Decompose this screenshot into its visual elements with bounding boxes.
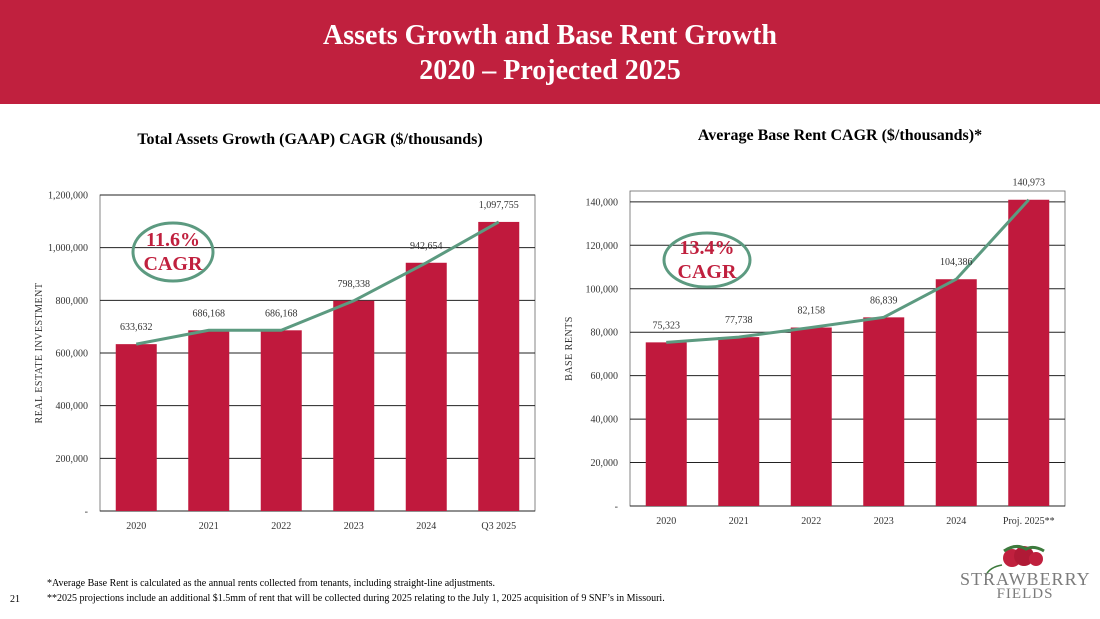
assets-bar <box>260 330 302 511</box>
rent-y-tick-label: 20,000 <box>591 458 619 469</box>
rent-x-tick-label: 2022 <box>801 516 821 527</box>
strawberry-icon <box>985 544 1045 576</box>
assets-x-tick-label: 2022 <box>271 521 291 532</box>
rent-data-label: 77,738 <box>725 315 753 326</box>
rent-x-tick-label: 2024 <box>946 516 966 527</box>
rent-bar <box>790 327 832 506</box>
page-title: Assets Growth and Base Rent Growth <box>323 20 777 51</box>
strawberry-fields-logo: STRAWBERRY FIELDS <box>960 544 1091 605</box>
assets-bar <box>115 344 157 511</box>
assets-x-tick-label: 2023 <box>344 521 364 532</box>
assets-chart-title: Total Assets Growth (GAAP) CAGR ($/thous… <box>137 131 483 148</box>
assets-bar <box>333 300 375 511</box>
rent-data-label: 75,323 <box>653 320 681 331</box>
rent-cagr-ellipse <box>662 231 752 289</box>
rent-trend-line <box>666 198 1030 344</box>
assets-data-label: 633,632 <box>120 322 153 333</box>
page-number: 21 <box>10 594 20 605</box>
rent-x-tick-label: 2023 <box>874 516 894 527</box>
rent-y-tick-label: 80,000 <box>591 328 619 339</box>
rent-x-tick-label: 2021 <box>729 516 749 527</box>
rent-bar <box>863 317 905 506</box>
rent-y-tick-label: - <box>615 502 618 513</box>
assets-data-label: 686,168 <box>265 308 298 319</box>
assets-bar <box>405 262 447 511</box>
rent-bar <box>645 342 687 506</box>
assets-y-tick-label: 600,000 <box>56 349 89 360</box>
assets-y-tick-label: 1,000,000 <box>48 243 88 254</box>
rent-y-tick-label: 120,000 <box>586 241 619 252</box>
rent-y-tick-label: 60,000 <box>591 371 619 382</box>
rent-cagr-label: CAGR <box>677 261 737 283</box>
assets-y-tick-label: 400,000 <box>56 401 89 412</box>
assets-bar <box>478 221 520 512</box>
rent-data-label: 86,839 <box>870 295 898 306</box>
assets-trend-line <box>135 220 500 346</box>
assets-y-axis-title: REAL ESTATE INVESTMENT <box>34 283 45 424</box>
assets-cagr-annotation: 11.6% CAGR <box>133 228 213 276</box>
rent-x-tick-label: 2020 <box>656 516 676 527</box>
assets-cagr-ellipse <box>131 221 215 283</box>
rent-y-tick-label: 100,000 <box>586 284 619 295</box>
assets-y-tick-label: 200,000 <box>56 454 89 465</box>
assets-x-tick-label: 2024 <box>416 521 436 532</box>
rent-data-label: 104,386 <box>940 257 973 268</box>
assets-y-tick-label: 1,200,000 <box>48 191 88 202</box>
rent-x-tick-label: Proj. 2025** <box>1003 516 1055 527</box>
logo-line1: STRAWBERRY <box>960 569 1091 589</box>
assets-cagr-value: 11.6% <box>146 229 200 251</box>
page-subtitle: 2020 – Projected 2025 <box>419 55 681 86</box>
rent-data-label: 82,158 <box>798 306 826 317</box>
rent-y-tick-label: 140,000 <box>586 197 619 208</box>
rent-cagr-annotation: 13.4% CAGR <box>667 236 747 284</box>
rent-bar <box>718 337 760 506</box>
assets-x-tick-label: 2021 <box>199 521 219 532</box>
rent-bar <box>935 279 977 506</box>
assets-x-tick-label: Q3 2025 <box>481 521 516 532</box>
rent-chart-title: Average Base Rent CAGR ($/thousands)* <box>697 127 983 144</box>
rent-y-tick-label: 40,000 <box>591 415 619 426</box>
logo-line2: FIELDS <box>996 586 1054 602</box>
assets-y-tick-label: - <box>85 507 88 518</box>
assets-x-tick-label: 2020 <box>126 521 146 532</box>
rent-bar <box>1008 199 1050 507</box>
assets-y-tick-label: 800,000 <box>56 296 89 307</box>
rent-cagr-value: 13.4% <box>679 237 735 259</box>
title-banner: Assets Growth and Base Rent Growth 2020 … <box>0 0 1100 104</box>
footnote-base-rent: *Average Base Rent is calculated as the … <box>47 578 496 589</box>
assets-cagr-label: CAGR <box>143 253 203 275</box>
footnote-projection: **2025 projections include an additional… <box>47 593 665 604</box>
rent-y-axis-title: BASE RENTS <box>564 316 575 381</box>
assets-data-label: 942,654 <box>410 241 443 252</box>
rent-data-label: 140,973 <box>1013 178 1046 189</box>
assets-data-label: 798,338 <box>338 279 371 290</box>
assets-data-label: 686,168 <box>193 308 226 319</box>
assets-data-label: 1,097,755 <box>479 200 519 211</box>
assets-bar <box>188 330 230 511</box>
